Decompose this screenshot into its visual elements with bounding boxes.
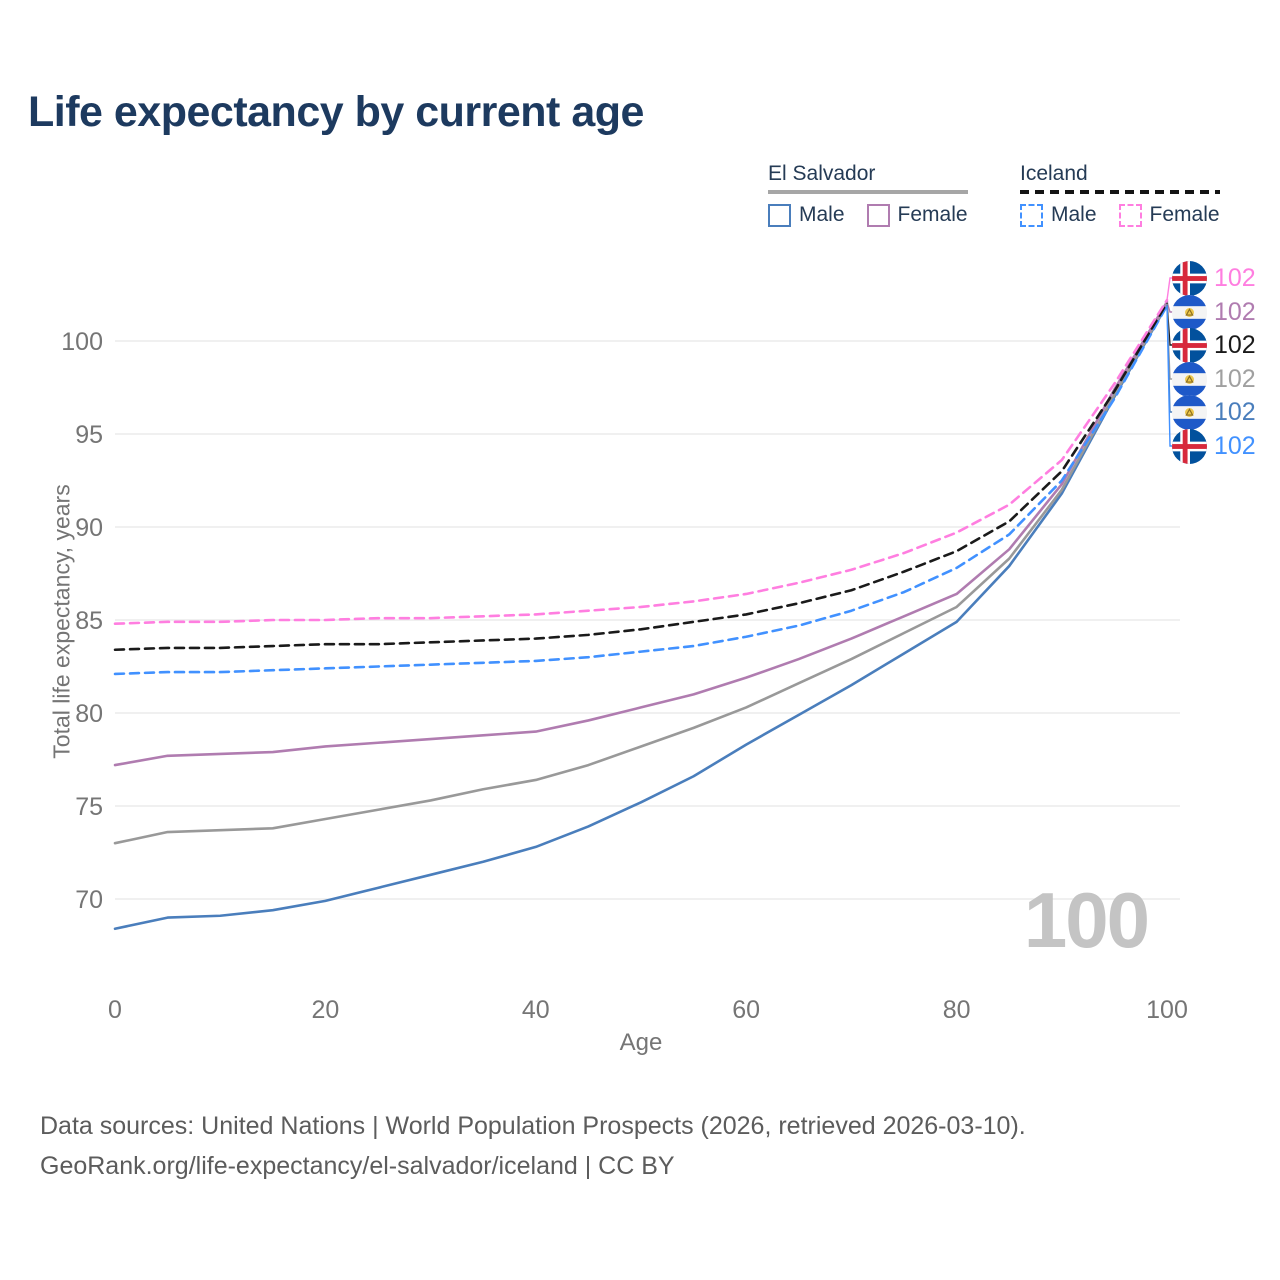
y-tick-95: 95 (75, 421, 103, 449)
el-salvador-flag-icon (1172, 395, 1207, 430)
age-counter-watermark: 100 (1023, 876, 1150, 964)
end-label-iceland-female: 102 (1172, 261, 1256, 296)
iceland-flag-icon (1172, 261, 1207, 296)
y-tick-100: 100 (61, 328, 103, 356)
legend-item-iceland-male[interactable]: Male (1020, 203, 1097, 227)
legend-item-label: Male (1051, 203, 1097, 226)
x-tick-80: 80 (943, 996, 971, 1024)
footer-data-sources: Data sources: United Nations | World Pop… (40, 1112, 1026, 1140)
footer: Data sources: United Nations | World Pop… (40, 1106, 1026, 1186)
checkbox-el-salvador-female[interactable] (866, 203, 890, 227)
x-axis-title: Age (620, 1029, 663, 1056)
el-salvador-flag-icon (1172, 362, 1207, 397)
checkbox-el-salvador-male[interactable] (768, 203, 791, 227)
legend-item-label: Male (799, 203, 845, 226)
x-tick-60: 60 (732, 996, 760, 1024)
footer-attribution: GeoRank.org/life-expectancy/el-salvador/… (40, 1152, 675, 1180)
legend-group-el-salvador: El Salvador Male Female (768, 162, 968, 227)
checkbox-iceland-female[interactable] (1118, 203, 1142, 227)
end-label-iceland-male: 102 (1172, 429, 1256, 464)
series-line-iceland-total (113, 301, 1169, 652)
legend-underline-dashed (1020, 190, 1220, 194)
legend-underline-solid (768, 190, 968, 194)
checkbox-iceland-male[interactable] (1020, 203, 1043, 227)
end-label-el-salvador-total: 102 (1172, 362, 1256, 397)
end-label-value: 102 (1214, 264, 1256, 292)
legend-heading-iceland: Iceland (1020, 162, 1088, 185)
end-label-value: 102 (1214, 365, 1256, 393)
x-tick-100: 100 (1146, 996, 1188, 1024)
legend-item-el-salvador-male[interactable]: Male (768, 203, 845, 227)
x-tick-0: 0 (108, 996, 122, 1024)
legend-heading-el-salvador: El Salvador (768, 162, 876, 185)
el-salvador-flag-icon (1172, 295, 1207, 330)
series-line-el-salvador-total (113, 302, 1169, 845)
end-label-iceland-total: 102 (1172, 328, 1256, 363)
series-line-el-salvador-male (113, 303, 1169, 931)
legend-item-el-salvador-female[interactable]: Female (866, 203, 968, 227)
series-line-el-salvador-female (113, 300, 1169, 767)
legend-item-iceland-female[interactable]: Female (1118, 203, 1220, 227)
end-label-value: 102 (1214, 298, 1256, 326)
x-tick-20: 20 (311, 996, 339, 1024)
page-title: Life expectancy by current age (28, 88, 644, 136)
end-label-el-salvador-male: 102 (1172, 395, 1256, 430)
legend-item-label: Female (897, 203, 968, 226)
y-tick-70: 70 (75, 886, 103, 914)
end-label-value: 102 (1214, 398, 1256, 426)
end-label-value: 102 (1214, 331, 1256, 359)
iceland-flag-icon (1172, 328, 1207, 363)
y-tick-85: 85 (75, 607, 103, 635)
y-tick-90: 90 (75, 514, 103, 542)
iceland-flag-icon (1172, 429, 1207, 464)
legend-group-iceland: Iceland Male Female (1020, 162, 1220, 227)
end-label-value: 102 (1214, 432, 1256, 460)
series-line-iceland-male (113, 304, 1169, 676)
y-axis-title: Total life expectancy, years (48, 484, 75, 759)
end-label-el-salvador-female: 102 (1172, 295, 1256, 330)
y-tick-80: 80 (75, 700, 103, 728)
y-tick-75: 75 (75, 793, 103, 821)
series-line-iceland-female (113, 298, 1169, 626)
legend-item-label: Female (1149, 203, 1220, 226)
x-tick-40: 40 (522, 996, 550, 1024)
